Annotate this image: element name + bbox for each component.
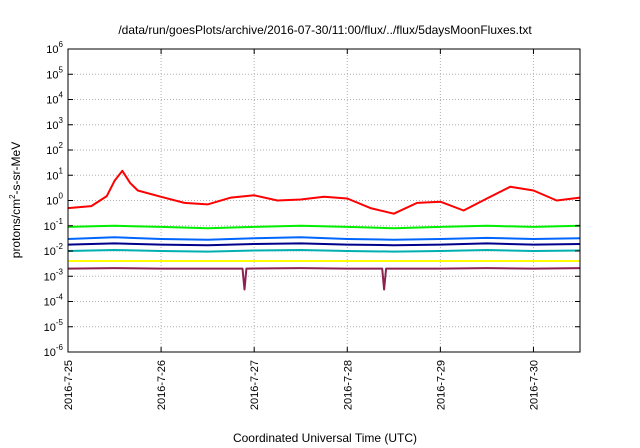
y-tick-label: 101 — [46, 166, 63, 182]
grid-lines — [68, 49, 580, 352]
series-line-3 — [67, 236, 581, 241]
y-tick-label: 10-5 — [44, 318, 64, 334]
ticks — [67, 48, 580, 353]
y-tick-label: 103 — [46, 116, 63, 132]
y-tick-label: 10-4 — [44, 293, 64, 309]
y-tick-label: 10-1 — [44, 217, 64, 233]
y-tick-label: 104 — [46, 91, 63, 107]
y-tick-label: 10-3 — [44, 267, 64, 283]
y-tick-label: 10-2 — [44, 242, 64, 258]
x-tick-label: 2016-7-28 — [342, 360, 354, 410]
x-tick-label: 2016-7-26 — [156, 360, 168, 410]
series-layer — [67, 169, 581, 291]
x-axis-label: Coordinated Universal Time (UTC) — [233, 431, 417, 445]
series-line-7 — [67, 267, 581, 291]
series-line-1 — [67, 169, 581, 215]
y-tick-label: 102 — [46, 141, 63, 157]
x-tick-labels: 2016-7-25 2016-7-26 2016-7-27 2016-7-28 2016… — [63, 360, 540, 410]
y-tick-label: 105 — [46, 65, 63, 81]
x-tick-label: 2016-7-25 — [63, 360, 75, 410]
y-axis-label: protons/cm2-s-sr-MeV — [8, 142, 23, 258]
x-tick-label: 2016-7-27 — [249, 360, 261, 410]
y-tick-label: 106 — [46, 40, 63, 56]
chart-title: /data/run/goesPlots/archive/2016-07-30/1… — [118, 23, 532, 37]
series-line-5 — [67, 249, 581, 253]
y-tick-labels: 106 105 104 103 102 101 100 10-1 10-2 10-3 10-4 10-… — [44, 40, 64, 359]
series-line-4 — [67, 242, 581, 247]
y-tick-label: 10-6 — [44, 343, 64, 359]
y-tick-label: 100 — [46, 192, 63, 208]
x-tick-label: 2016-7-29 — [435, 360, 447, 410]
series-line-2 — [67, 224, 581, 230]
x-tick-label: 2016-7-30 — [528, 360, 540, 410]
